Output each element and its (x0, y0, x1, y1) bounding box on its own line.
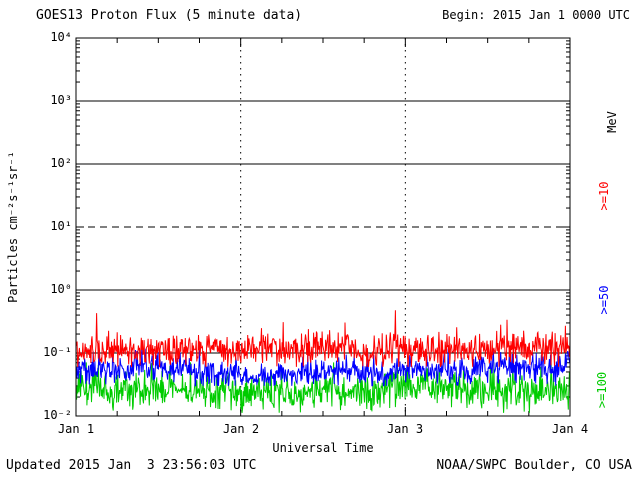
begin-time-label: Begin: 2015 Jan 1 0000 UTC (442, 8, 630, 22)
y-tick-label: 10² (50, 156, 72, 170)
y-tick-label: 10⁻² (43, 408, 72, 422)
x-tick-label: Jan 3 (386, 422, 424, 436)
legend-ge50-label: >=50 (597, 285, 611, 315)
x-tick-label: Jan 4 (551, 422, 589, 436)
updated-timestamp: Updated 2015 Jan 3 23:56:03 UTC (6, 458, 257, 473)
y-tick-label: 10⁰ (50, 282, 72, 296)
y-tick-label: 10⁻¹ (43, 345, 72, 359)
plot-title: GOES13 Proton Flux (5 minute data) (36, 8, 303, 23)
y-tick-label: 10³ (50, 93, 72, 107)
x-axis-label: Universal Time (272, 441, 374, 455)
legend-ge100-label: >=100 (595, 371, 609, 409)
x-tick-label: Jan 1 (57, 422, 95, 436)
right-axis-unit-label: MeV (605, 111, 619, 133)
y-axis-label: Particles cm⁻²s⁻¹sr⁻¹ (6, 151, 20, 303)
source-attribution: NOAA/SWPC Boulder, CO USA (436, 458, 632, 473)
legend-ge10-label: >=10 (597, 181, 611, 211)
y-tick-label: 10⁴ (50, 30, 72, 44)
x-tick-label: Jan 2 (222, 422, 260, 436)
y-tick-label: 10¹ (50, 219, 72, 233)
